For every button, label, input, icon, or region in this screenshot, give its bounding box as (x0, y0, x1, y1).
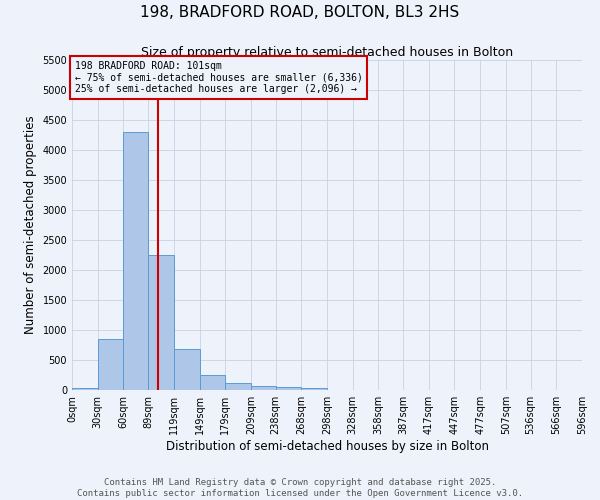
Bar (72, 388, 98, 390)
Text: Contains HM Land Registry data © Crown copyright and database right 2025.
Contai: Contains HM Land Registry data © Crown c… (77, 478, 523, 498)
Bar (199, 375, 225, 390)
Text: 198, BRADFORD ROAD, BOLTON, BL3 2HS: 198, BRADFORD ROAD, BOLTON, BL3 2HS (140, 5, 460, 20)
X-axis label: Distribution of semi-detached houses by size in Bolton: Distribution of semi-detached houses by … (166, 440, 488, 453)
Bar (301, 388, 327, 390)
Bar (124, 132, 148, 390)
Bar (174, 349, 199, 390)
Bar (225, 383, 251, 390)
Y-axis label: Number of semi-detached properties: Number of semi-detached properties (24, 116, 37, 334)
Bar (98, 339, 124, 390)
Bar (148, 255, 174, 390)
Text: 198 BRADFORD ROAD: 101sqm
← 75% of semi-detached houses are smaller (6,336)
25% : 198 BRADFORD ROAD: 101sqm ← 75% of semi-… (74, 61, 362, 94)
Bar (275, 386, 301, 390)
Bar (251, 386, 275, 390)
Title: Size of property relative to semi-detached houses in Bolton: Size of property relative to semi-detach… (141, 46, 513, 59)
